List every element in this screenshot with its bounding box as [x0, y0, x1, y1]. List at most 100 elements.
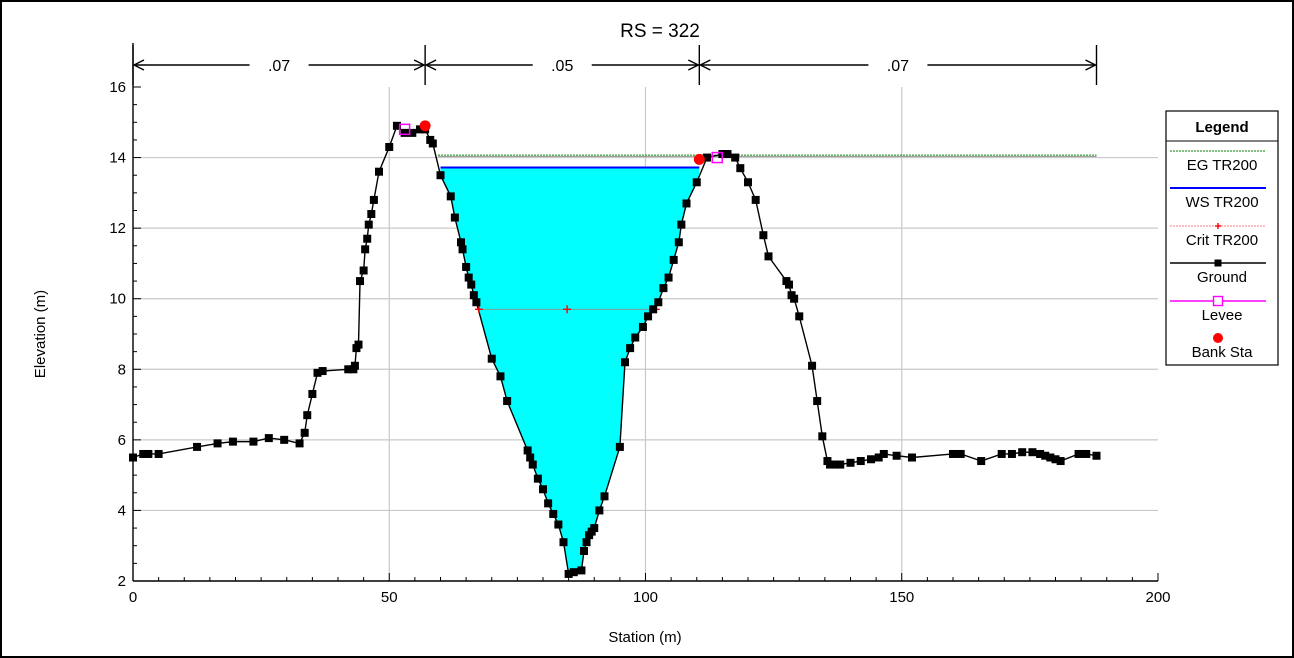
- ground-point: [626, 344, 635, 353]
- ground-point: [997, 449, 1006, 458]
- ground-point: [669, 255, 678, 264]
- ground-point: [564, 569, 573, 578]
- ground-point: [450, 213, 459, 222]
- ground-point: [1082, 449, 1091, 458]
- ground-point: [464, 273, 473, 282]
- ground-point: [790, 294, 799, 303]
- ground-point: [1041, 451, 1050, 460]
- ground-point: [867, 455, 875, 464]
- y-tick-label: 2: [118, 573, 126, 590]
- ground-point: [295, 439, 304, 448]
- legend-label: WS TR200: [1185, 194, 1258, 211]
- legend-entry: WS TR200: [1170, 187, 1266, 211]
- ground-point: [1018, 448, 1027, 457]
- ground-point: [544, 499, 553, 508]
- ground-point: [457, 238, 465, 247]
- ground-point: [654, 298, 663, 307]
- crit-point: [563, 305, 572, 314]
- ground-point: [677, 220, 686, 229]
- n-arrowhead-right: [1085, 59, 1098, 71]
- y-axis-title: Elevation (m): [32, 290, 49, 378]
- ground-point: [496, 372, 505, 381]
- ground-point: [785, 280, 793, 289]
- legend: Legend EG TR200 WS TR200 Crit TR200 Ground L…: [1165, 110, 1279, 366]
- ground-point: [400, 128, 409, 137]
- x-tick-label: 200: [1145, 589, 1170, 606]
- ground-point: [472, 298, 481, 307]
- ground-point: [826, 460, 834, 469]
- ground-point: [385, 142, 394, 151]
- y-tick-label: 6: [118, 432, 126, 449]
- ground-point: [744, 178, 752, 187]
- ground-point: [154, 449, 163, 458]
- levee-point: [398, 123, 411, 136]
- legend-label: EG TR200: [1187, 157, 1258, 174]
- ground-point: [795, 312, 804, 321]
- manning-n-label: .07: [268, 58, 290, 75]
- ground-point: [644, 312, 653, 321]
- ground-point: [818, 432, 827, 441]
- legend-label: Bank Sta: [1192, 344, 1254, 361]
- ground-point: [533, 474, 542, 483]
- ground-point: [528, 460, 537, 469]
- ground-point: [428, 139, 437, 148]
- ground-point: [1028, 448, 1037, 457]
- legend-bank-marker: [1213, 333, 1223, 343]
- legend-label: Crit TR200: [1186, 232, 1258, 249]
- ground-point: [303, 411, 312, 420]
- y-tick-label: 12: [109, 220, 126, 237]
- ground-point: [836, 460, 845, 469]
- legend-box: [1165, 110, 1279, 366]
- ground-point: [363, 234, 372, 243]
- ground-point: [949, 449, 957, 458]
- ground-point: [846, 458, 855, 467]
- ground-point: [462, 262, 471, 271]
- ground-point: [350, 361, 359, 370]
- legend-entry: EG TR200: [1170, 150, 1266, 174]
- ground-point: [615, 442, 624, 451]
- ground-point: [764, 252, 773, 261]
- n-arrowhead-left: [698, 59, 711, 71]
- x-axis-title: Station (m): [608, 629, 681, 646]
- ground-point: [144, 449, 153, 458]
- ground-point: [703, 153, 711, 162]
- ground-point: [631, 333, 640, 342]
- y-tick-label: 14: [109, 150, 126, 167]
- manning-n-label: .05: [551, 58, 573, 75]
- ground-point: [1074, 449, 1083, 458]
- legend-label: Levee: [1202, 307, 1243, 324]
- ground-point: [751, 195, 760, 204]
- ground-point: [228, 437, 237, 446]
- ground-point: [549, 509, 558, 518]
- ground-point: [503, 397, 512, 406]
- x-tick-label: 0: [129, 589, 137, 606]
- ground-point: [1046, 453, 1055, 462]
- legend-entries: EG TR200 WS TR200 Crit TR200 Ground Levee Ban…: [1170, 150, 1266, 361]
- n-arrowhead-left: [132, 59, 145, 71]
- ground-point: [723, 150, 732, 159]
- ground-point: [436, 171, 445, 180]
- ground-point: [139, 449, 148, 458]
- legend-entry: Levee: [1170, 295, 1266, 324]
- ground-point: [359, 266, 368, 275]
- x-tick-label: 100: [633, 589, 658, 606]
- ground-point: [369, 195, 378, 204]
- ground-point: [458, 245, 467, 254]
- ground-point: [264, 434, 273, 443]
- ground-point: [193, 442, 202, 451]
- ground-point: [280, 435, 289, 444]
- manning-n-layer: .07 .05 .07: [132, 45, 1098, 85]
- chart-title: RS = 322: [620, 21, 700, 42]
- x-tick-label: 50: [381, 589, 398, 606]
- legend-ground-marker: [1214, 259, 1222, 267]
- ground-point: [577, 566, 586, 575]
- ground-point: [539, 485, 547, 494]
- ground-point: [487, 354, 496, 363]
- ground-point: [213, 439, 222, 448]
- ground-point: [595, 506, 604, 515]
- ground-point: [249, 437, 258, 446]
- ground-point: [554, 520, 563, 529]
- ground-point: [1051, 455, 1060, 464]
- y-tick-label: 16: [109, 79, 126, 96]
